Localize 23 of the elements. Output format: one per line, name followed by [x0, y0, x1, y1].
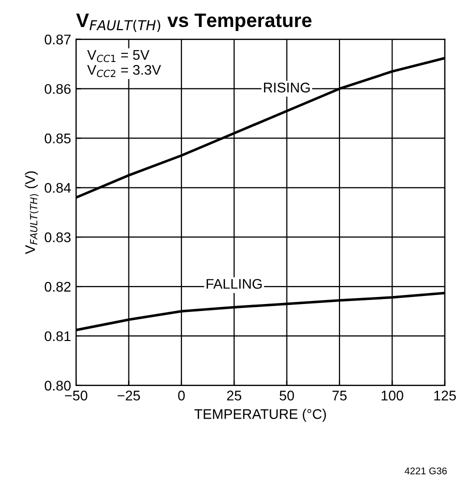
- text: 4221 G36: [404, 467, 447, 474]
- y-tick-label: 0.86: [44, 84, 71, 94]
- x-axis-title: TEMPERATURE (°C): [194, 408, 326, 422]
- y-tick-label: 0.84: [44, 182, 71, 193]
- y-tick-label: 0.85: [44, 134, 71, 144]
- x-tick-label: 125: [434, 390, 456, 400]
- x-tick-label: −50: [64, 390, 88, 400]
- y-tick-label: 0.82: [44, 282, 71, 292]
- y-tick-label: 0.87: [44, 34, 71, 44]
- y-tick-label: 0.81: [44, 331, 71, 342]
- x-tick-label: 100: [382, 390, 404, 400]
- x-tick-label: −25: [118, 390, 140, 400]
- x-tick-label: 75: [332, 390, 347, 400]
- x-tick-label: 25: [227, 390, 242, 400]
- series-label: RISING: [264, 82, 310, 92]
- text: V$_{CC1}$ = 5V V$_{CC2}$ = 3.3V: [87, 50, 162, 78]
- y-tick-label: 0.83: [44, 232, 71, 242]
- y-tick-label: 0.80: [44, 380, 71, 391]
- series-label: FALLING: [206, 278, 262, 289]
- y-axis-title: V$_{FAULT(TH)}$ (V): [24, 171, 38, 254]
- x-tick-label: 50: [280, 390, 294, 400]
- chart-title: V$_{FAULT(TH)}$ vs Temperature: [76, 14, 312, 32]
- x-tick-label: 0: [178, 390, 185, 400]
